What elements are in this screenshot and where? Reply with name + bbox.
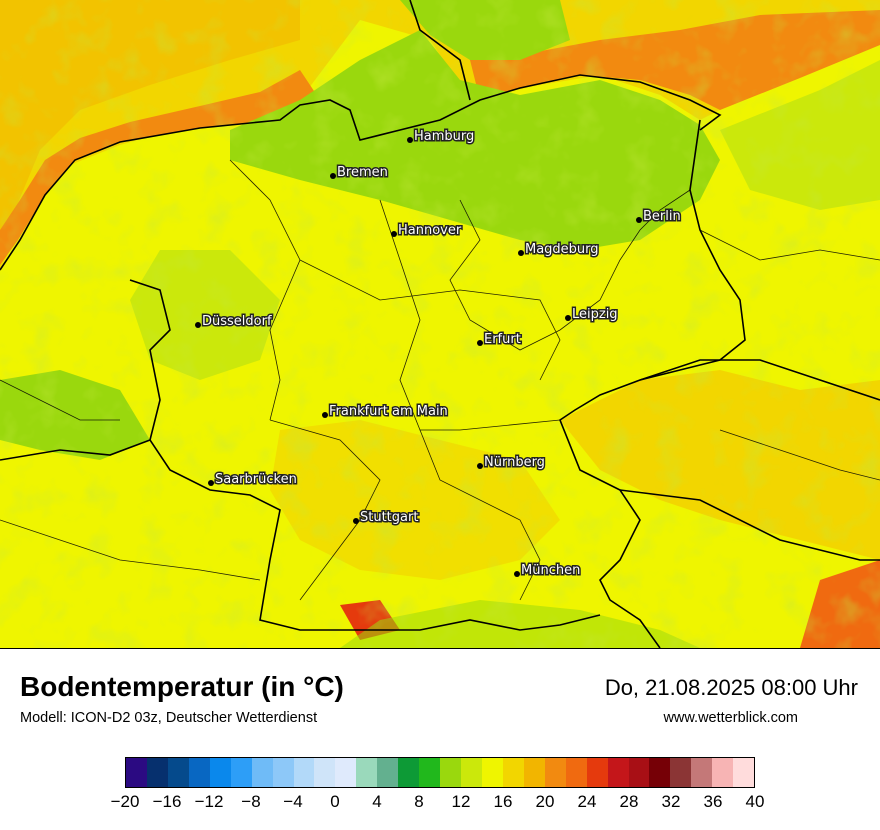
legend-swatch [502, 758, 524, 787]
legend-tick-label: 36 [703, 792, 723, 811]
legend-swatch [461, 758, 482, 787]
map-footer: Bodentemperatur (in °C) Modell: ICON-D2 … [0, 649, 880, 830]
legend-tick-label: 20 [535, 792, 555, 811]
city-nuernberg[interactable]: Nürnberg [477, 454, 546, 472]
legend-swatch [691, 758, 713, 787]
legend-swatch [712, 758, 734, 787]
legend-tick-label: 8 [414, 792, 424, 811]
city-duesseldorf[interactable]: Düsseldorf [195, 313, 273, 331]
legend-swatch [356, 758, 378, 787]
legend-tick-label: 16 [493, 792, 513, 811]
legend-swatch [586, 758, 608, 787]
legend-tick-label: 0 [330, 792, 340, 811]
color-legend-ticks: −20 −16 −12 −8 −4 0 4 8 12 16 20 24 28 32 36 40 [111, 792, 765, 816]
city-berlin[interactable]: Berlin [636, 208, 682, 226]
legend-tick-label: 12 [451, 792, 471, 811]
legend-swatch [335, 758, 357, 787]
legend-swatch [230, 758, 252, 787]
temperature-map: Hamburg Bremen Berlin Hannover Magdeburg… [0, 0, 880, 649]
legend-swatch [628, 758, 650, 787]
legend-tick-label: 28 [619, 792, 639, 811]
city-leipzig[interactable]: Leipzig [565, 306, 619, 324]
legend-tick-label: −8 [241, 792, 261, 811]
legend-tick-label: 40 [745, 792, 765, 811]
website-link[interactable]: www.wetterblick.com [663, 710, 798, 726]
legend-swatch [440, 758, 461, 787]
state-borders [0, 159, 880, 601]
legend-swatch [251, 758, 273, 787]
city-label: Berlin [643, 209, 681, 224]
city-magdeburg[interactable]: Magdeburg [518, 241, 600, 259]
city-hamburg[interactable]: Hamburg [407, 128, 476, 146]
city-hannover[interactable]: Hannover [391, 222, 463, 240]
legend-tick-label: −16 [152, 792, 182, 811]
legend-swatch [607, 758, 629, 787]
city-label: Saarbrücken [215, 472, 297, 487]
legend-swatch [398, 758, 420, 787]
city-label: Magdeburg [525, 242, 599, 257]
map-title: Bodentemperatur (in °C) [20, 671, 344, 702]
city-label: Hamburg [414, 129, 474, 144]
city-label: München [521, 563, 580, 578]
legend-tick-label: 4 [372, 792, 382, 811]
city-label: Düsseldorf [202, 314, 272, 329]
city-label: Bremen [337, 165, 388, 180]
legend-swatch [293, 758, 315, 787]
legend-tick-label: 32 [661, 792, 681, 811]
legend-tick-label: 24 [577, 792, 597, 811]
legend-swatch [314, 758, 336, 787]
city-label: Erfurt [484, 332, 521, 347]
legend-tick-label: −12 [194, 792, 224, 811]
legend-swatch [544, 758, 566, 787]
legend-swatch [523, 758, 545, 787]
legend-swatch [377, 758, 399, 787]
color-legend-bar [125, 757, 755, 788]
city-saarbruecken[interactable]: Saarbrücken [208, 471, 298, 489]
legend-swatch [209, 758, 231, 787]
legend-tick-label: −4 [283, 792, 303, 811]
model-info: Modell: ICON-D2 03z, Deutscher Wetterdie… [20, 710, 318, 726]
city-label: Leipzig [572, 307, 618, 322]
city-frankfurt[interactable]: Frankfurt am Main [322, 403, 449, 421]
forecast-datetime: Do, 21.08.2025 08:00 Uhr [604, 675, 858, 700]
city-label: Nürnberg [484, 455, 545, 470]
legend-swatch [167, 758, 189, 787]
legend-swatch [481, 758, 503, 787]
field-texture [0, 0, 880, 648]
city-erfurt[interactable]: Erfurt [477, 331, 522, 349]
borders [0, 0, 880, 648]
legend-swatch [126, 758, 147, 787]
legend-swatch [272, 758, 294, 787]
city-muenchen[interactable]: München [514, 562, 582, 580]
city-label: Frankfurt am Main [329, 404, 448, 419]
city-label: Stuttgart [360, 510, 418, 525]
legend-swatch [419, 758, 441, 787]
legend-swatch [188, 758, 210, 787]
legend-swatch [649, 758, 671, 787]
cities: Hamburg Bremen Berlin Hannover Magdeburg… [195, 128, 682, 580]
map-canvas: Hamburg Bremen Berlin Hannover Magdeburg… [0, 0, 880, 648]
city-stuttgart[interactable]: Stuttgart [353, 509, 420, 527]
legend-swatch [733, 758, 755, 787]
city-bremen[interactable]: Bremen [330, 164, 389, 182]
legend-swatch [670, 758, 692, 787]
legend-swatch [146, 758, 168, 787]
city-label: Hannover [398, 223, 462, 238]
legend-swatch [565, 758, 587, 787]
legend-tick-label: −20 [110, 792, 140, 811]
